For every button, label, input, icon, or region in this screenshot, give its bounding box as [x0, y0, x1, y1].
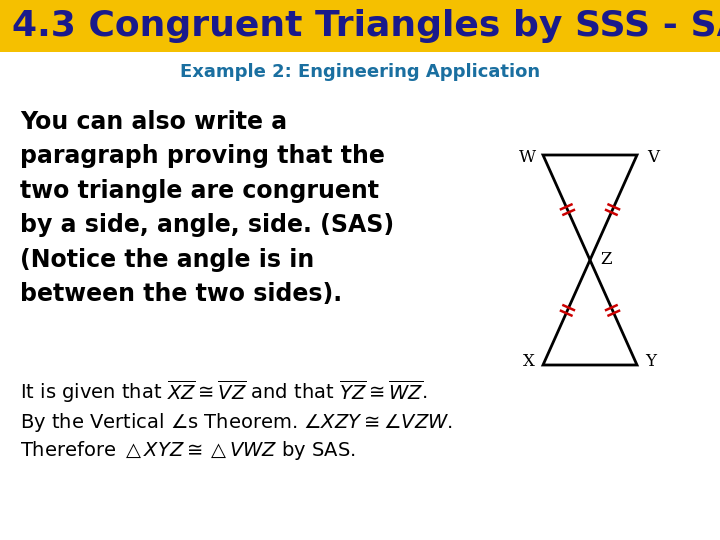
FancyBboxPatch shape — [0, 0, 720, 52]
Text: It is given that $\overline{XZ} \cong \overline{VZ}$ and that $\overline{YZ} \co: It is given that $\overline{XZ} \cong \o… — [20, 379, 427, 406]
Text: X: X — [523, 354, 535, 370]
Text: Example 2: Engineering Application: Example 2: Engineering Application — [180, 63, 540, 81]
Text: Z: Z — [600, 252, 612, 268]
Text: Therefore $\triangle XYZ \cong \triangle VWZ$ by SAS.: Therefore $\triangle XYZ \cong \triangle… — [20, 438, 356, 462]
Text: 4.3 Congruent Triangles by SSS - SAS: 4.3 Congruent Triangles by SSS - SAS — [12, 9, 720, 43]
Text: Y: Y — [646, 354, 657, 370]
Text: By the Vertical $\angle$s Theorem. $\angle XZY \cong \angle VZW$.: By the Vertical $\angle$s Theorem. $\ang… — [20, 410, 453, 434]
Text: W: W — [518, 150, 536, 166]
Text: V: V — [647, 150, 659, 166]
Text: You can also write a
paragraph proving that the
two triangle are congruent
by a : You can also write a paragraph proving t… — [20, 110, 394, 306]
